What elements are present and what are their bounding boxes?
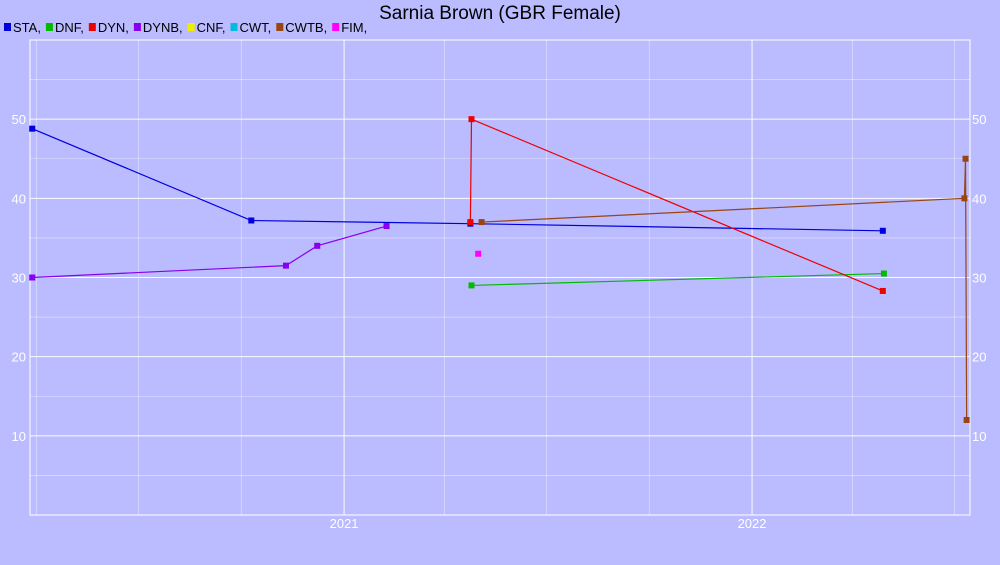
y-tick-label-left: 50 xyxy=(12,112,26,127)
data-point-dyn xyxy=(468,116,475,123)
legend-swatch-dnf xyxy=(45,23,53,31)
data-point-sta xyxy=(879,227,886,234)
data-point-sta xyxy=(29,125,36,132)
legend-swatch-dynb xyxy=(133,23,141,31)
series-line-dynb xyxy=(32,225,387,279)
legend-label-cwtb: CWTB, xyxy=(285,20,327,35)
data-point-fim xyxy=(475,250,482,257)
legend-label-sta: STA, xyxy=(13,20,41,35)
data-point-sta xyxy=(248,217,255,224)
series-line-sta xyxy=(32,128,883,232)
y-tick-label-right: 30 xyxy=(972,271,986,286)
y-tick-label-left: 10 xyxy=(12,429,26,444)
y-tick-label-left: 30 xyxy=(12,271,26,286)
legend-label-cwt: CWT, xyxy=(240,20,272,35)
legend-label-dnf: DNF, xyxy=(55,20,84,35)
data-point-dyn xyxy=(467,219,474,226)
grid-lines xyxy=(30,40,970,515)
legend-swatch-fim xyxy=(332,23,340,31)
series-dyn xyxy=(467,116,886,294)
legend-swatch-cnf xyxy=(187,23,195,31)
legend-label-fim: FIM, xyxy=(341,20,367,35)
legend-label-dynb: DYNB, xyxy=(143,20,183,35)
series-fim xyxy=(475,250,482,257)
series-line-cwtb xyxy=(481,158,968,421)
axis-labels: 10 10 20 20 30 30 40 40 50 50 2021 2022 xyxy=(12,112,987,531)
data-point-cwtb xyxy=(478,219,485,226)
data-point-cwtb xyxy=(961,195,968,202)
y-tick-label-left: 40 xyxy=(12,191,26,206)
y-tick-label-left: 20 xyxy=(12,350,26,365)
series-lines xyxy=(29,116,970,423)
series-dnf xyxy=(468,270,887,289)
legend-swatch-dyn xyxy=(88,23,96,31)
data-point-cwtb xyxy=(963,417,970,423)
legend-swatch-sta xyxy=(4,23,11,31)
legend-swatch-cwtb xyxy=(276,23,284,31)
data-point-dnf xyxy=(880,270,887,277)
x-tick-label: 2022 xyxy=(738,516,767,531)
series-line-dnf xyxy=(471,272,884,287)
series-dynb xyxy=(29,223,390,281)
legend-label-dyn: DYN, xyxy=(98,20,129,35)
y-tick-label-right: 20 xyxy=(972,350,986,365)
legend: STA, DNF, DYN, DYNB, CNF, CWT, CWTB, FIM, xyxy=(4,20,367,35)
y-tick-label-right: 40 xyxy=(972,191,986,206)
data-point-dyn xyxy=(879,287,886,294)
chart-title: Sarnia Brown (GBR Female) xyxy=(379,3,621,24)
series-cwtb xyxy=(478,155,970,423)
data-point-cwtb xyxy=(962,155,969,162)
y-tick-label-right: 10 xyxy=(972,429,986,444)
y-tick-label-right: 50 xyxy=(972,112,986,127)
data-point-dnf xyxy=(468,282,475,289)
data-point-dynb xyxy=(383,223,390,230)
legend-swatch-cwt xyxy=(230,23,238,31)
data-point-dynb xyxy=(282,262,289,269)
data-point-dynb xyxy=(314,242,321,249)
x-tick-label: 2021 xyxy=(330,516,359,531)
legend-label-cnf: CNF, xyxy=(197,20,226,35)
data-point-dynb xyxy=(29,274,36,281)
